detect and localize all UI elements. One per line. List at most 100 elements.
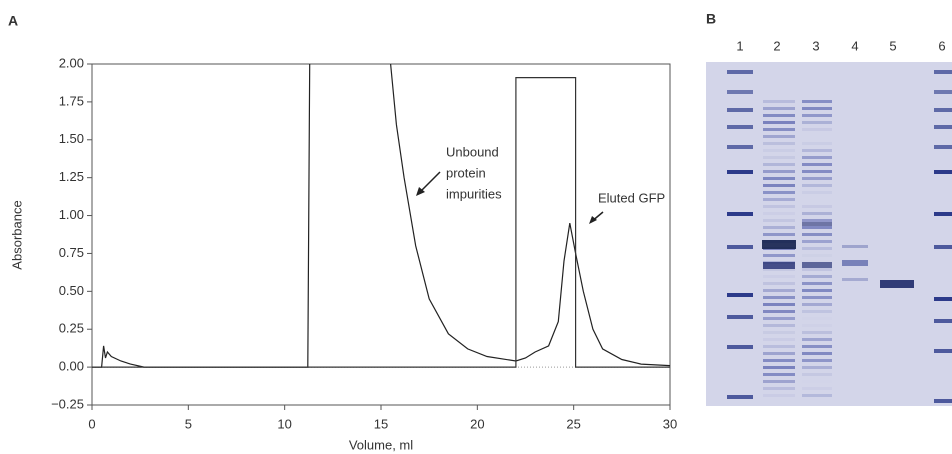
gel-band — [763, 345, 795, 348]
gel-band — [802, 156, 832, 159]
gel-band — [763, 352, 795, 355]
gel-band — [762, 240, 796, 249]
gel-band — [934, 212, 952, 216]
gel-band — [802, 226, 832, 229]
lane-label: 3 — [812, 38, 819, 53]
gel-band — [802, 205, 832, 208]
gel-band — [802, 310, 832, 313]
x-tick-label: 25 — [566, 416, 580, 431]
gel-band — [802, 100, 832, 103]
gel-band — [802, 324, 832, 327]
y-tick-label: 0.25 — [59, 321, 84, 336]
gel-band — [802, 135, 832, 138]
gel-band — [763, 191, 795, 194]
gel-band — [934, 349, 952, 353]
lane-label: 6 — [938, 38, 945, 53]
gel-band — [802, 233, 832, 236]
gel-band — [880, 280, 914, 288]
series-line — [92, 64, 670, 367]
y-tick-label: 1.25 — [59, 169, 84, 184]
gel-band — [763, 114, 795, 117]
gel-band — [763, 296, 795, 299]
gel-band — [763, 254, 795, 257]
gel-band — [934, 70, 952, 74]
gel-band — [802, 359, 832, 362]
gel-band — [763, 149, 795, 152]
gel-band — [802, 387, 832, 390]
gel-band — [763, 198, 795, 201]
y-tick-label: 0.50 — [59, 283, 84, 298]
gel-band — [802, 331, 832, 334]
gel-band — [934, 319, 952, 323]
gel-band — [763, 282, 795, 285]
gel-band — [802, 184, 832, 187]
gel-band — [727, 212, 753, 216]
gel-band — [763, 310, 795, 313]
gel-band — [727, 293, 753, 297]
gel-band — [763, 100, 795, 103]
y-tick-label: 0.00 — [59, 359, 84, 374]
gel-band — [934, 125, 952, 129]
gel-band — [934, 108, 952, 112]
gel-band — [727, 125, 753, 129]
gel-band — [763, 233, 795, 236]
gel-band — [763, 366, 795, 369]
gel-band — [763, 275, 795, 278]
gel-band — [934, 145, 952, 149]
y-tick-label: 1.75 — [59, 93, 84, 108]
x-tick-label: 5 — [185, 416, 192, 431]
gel-band — [802, 163, 832, 166]
gel-band — [727, 108, 753, 112]
x-tick-label: 30 — [663, 416, 677, 431]
gel-band — [802, 149, 832, 152]
gel-band — [802, 282, 832, 285]
gel-band — [763, 205, 795, 208]
annotation: Unbound — [446, 144, 499, 159]
gel-band — [802, 177, 832, 180]
lane-label: 4 — [851, 38, 858, 53]
gel-band — [802, 198, 832, 201]
gel-band — [802, 317, 832, 320]
gel-band — [727, 345, 753, 349]
y-tick-label: 1.50 — [59, 131, 84, 146]
gel-band — [802, 352, 832, 355]
gel-band — [763, 317, 795, 320]
gel-band — [802, 212, 832, 215]
gel-band — [802, 240, 832, 243]
gel-band — [802, 338, 832, 341]
gel-band — [842, 278, 868, 281]
gel-band — [842, 260, 868, 266]
panel-label: B — [706, 11, 716, 27]
gel-band — [802, 373, 832, 376]
gel-band — [763, 177, 795, 180]
series-line — [92, 78, 670, 368]
gel-band — [802, 191, 832, 194]
gel-band — [763, 331, 795, 334]
gel-band — [727, 170, 753, 174]
lane-label: 5 — [889, 38, 896, 53]
gel-band — [763, 226, 795, 229]
gel-band — [842, 245, 868, 248]
gel-band — [934, 170, 952, 174]
gel-band — [802, 114, 832, 117]
gel-band — [763, 121, 795, 124]
gel-band — [763, 289, 795, 292]
gel-band — [763, 142, 795, 145]
annotation: impurities — [446, 186, 502, 201]
gel-band — [727, 395, 753, 399]
gel-band — [763, 212, 795, 215]
gel-band — [763, 338, 795, 341]
gel-band — [763, 170, 795, 173]
gel-band — [802, 303, 832, 306]
gel-band — [802, 222, 832, 226]
gel-band — [802, 128, 832, 131]
gel-band — [802, 107, 832, 110]
gel-band — [802, 262, 832, 268]
gel-band — [802, 254, 832, 257]
gel-band — [727, 245, 753, 249]
gel-band — [727, 90, 753, 94]
gel-band — [763, 135, 795, 138]
gel-band — [763, 387, 795, 390]
gel-band — [934, 297, 952, 301]
x-tick-label: 20 — [470, 416, 484, 431]
